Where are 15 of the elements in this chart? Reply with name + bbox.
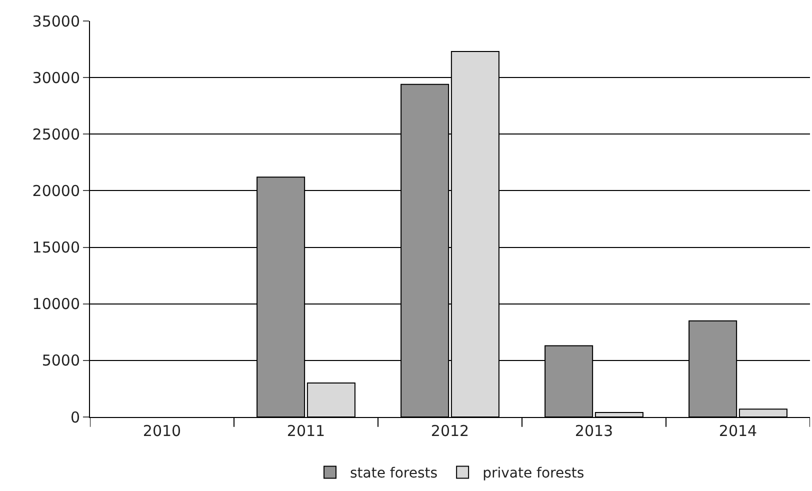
legend-label: private forests <box>482 466 584 482</box>
x-tick-label: 2010 <box>142 422 182 440</box>
x-tick-label: 2012 <box>430 422 470 440</box>
y-tick-label: 25000 <box>32 125 80 144</box>
x-tick-label: 2014 <box>718 422 758 440</box>
legend-label: state forests <box>350 466 438 482</box>
y-tick-label: 20000 <box>32 182 80 200</box>
x-tick-label: 2011 <box>286 422 326 440</box>
x-tick-label: 2013 <box>574 422 614 440</box>
y-tick-label: 5000 <box>42 352 80 370</box>
y-tick-label: 15000 <box>32 238 80 257</box>
y-tick-label: 0 <box>70 408 80 426</box>
y-tick-label: 10000 <box>32 295 80 314</box>
y-tick-label: 30000 <box>32 68 80 87</box>
y-tick-label: 35000 <box>32 12 80 30</box>
